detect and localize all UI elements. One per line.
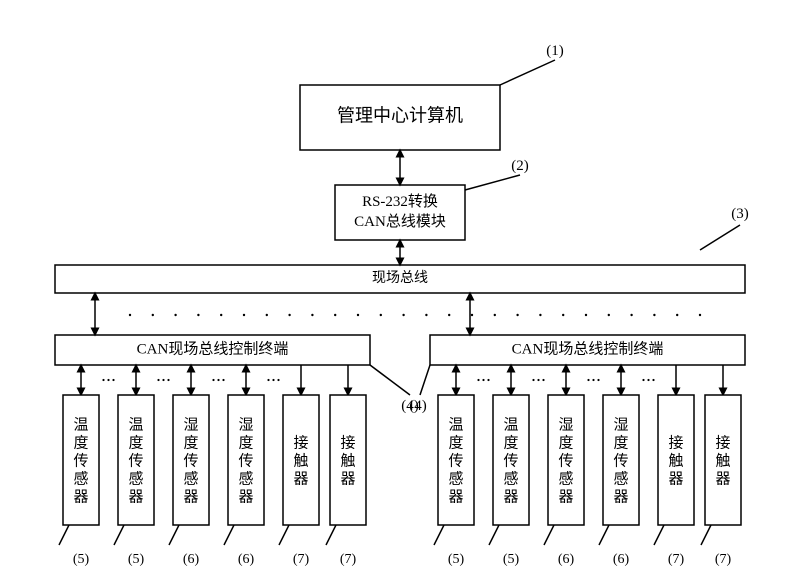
svg-text:感: 感 — [73, 470, 88, 487]
svg-text:温: 温 — [73, 416, 88, 433]
svg-text:感: 感 — [238, 470, 253, 487]
svg-text:(2): (2) — [511, 158, 529, 174]
svg-text:(5): (5) — [448, 552, 465, 567]
svg-text:感: 感 — [558, 470, 573, 487]
svg-text:器: 器 — [668, 471, 683, 487]
svg-text:度: 度 — [558, 434, 573, 451]
svg-text:RS-232转换: RS-232转换 — [362, 193, 438, 210]
svg-text:触: 触 — [340, 452, 355, 469]
svg-text:器: 器 — [340, 471, 355, 487]
svg-text:现场总线: 现场总线 — [372, 270, 428, 286]
svg-text:湿: 湿 — [238, 416, 253, 433]
svg-text:器: 器 — [183, 489, 198, 505]
svg-text:接: 接 — [668, 434, 683, 451]
svg-text:度: 度 — [128, 434, 143, 451]
svg-text:温: 温 — [128, 416, 143, 433]
svg-text:器: 器 — [293, 471, 308, 487]
svg-text:(3): (3) — [731, 206, 749, 222]
svg-text:(7): (7) — [340, 552, 357, 567]
svg-text:传: 传 — [238, 452, 253, 469]
svg-text:(6): (6) — [613, 552, 630, 567]
svg-text:触: 触 — [293, 452, 308, 469]
svg-text:(7): (7) — [293, 552, 310, 567]
svg-text:传: 传 — [613, 452, 628, 469]
svg-text:CAN现场总线控制终端: CAN现场总线控制终端 — [512, 340, 664, 357]
svg-text:(6): (6) — [183, 552, 200, 567]
svg-text:器: 器 — [238, 489, 253, 505]
svg-text:CAN总线模块: CAN总线模块 — [354, 213, 446, 230]
svg-text:接: 接 — [715, 434, 730, 451]
svg-text:感: 感 — [448, 470, 463, 487]
svg-text:器: 器 — [128, 489, 143, 505]
svg-text:感: 感 — [503, 470, 518, 487]
svg-text:接: 接 — [340, 434, 355, 451]
svg-text:器: 器 — [715, 471, 730, 487]
svg-text:器: 器 — [73, 489, 88, 505]
svg-text:(5): (5) — [128, 552, 145, 567]
svg-text:接: 接 — [293, 434, 308, 451]
svg-text:器: 器 — [613, 489, 628, 505]
svg-text:传: 传 — [558, 452, 573, 469]
svg-text:感: 感 — [128, 470, 143, 487]
svg-text:传: 传 — [128, 452, 143, 469]
svg-text:温: 温 — [448, 416, 463, 433]
svg-text:(6): (6) — [558, 552, 575, 567]
svg-text:(1): (1) — [546, 43, 564, 59]
svg-text:器: 器 — [448, 489, 463, 505]
svg-text:(5): (5) — [73, 552, 90, 567]
svg-text:感: 感 — [613, 470, 628, 487]
svg-text:(6): (6) — [238, 552, 255, 567]
svg-text:度: 度 — [73, 434, 88, 451]
svg-text:度: 度 — [238, 434, 253, 451]
svg-text:触: 触 — [668, 452, 683, 469]
svg-text:(7): (7) — [715, 552, 732, 567]
svg-text:触: 触 — [715, 452, 730, 469]
svg-text:湿: 湿 — [613, 416, 628, 433]
svg-text:度: 度 — [448, 434, 463, 451]
svg-text:感: 感 — [183, 470, 198, 487]
svg-text:(7): (7) — [668, 552, 685, 567]
svg-text:传: 传 — [448, 452, 463, 469]
svg-text:传: 传 — [183, 452, 198, 469]
svg-text:CAN现场总线控制终端: CAN现场总线控制终端 — [137, 340, 289, 357]
svg-text:器: 器 — [503, 489, 518, 505]
svg-text:度: 度 — [613, 434, 628, 451]
svg-text:传: 传 — [503, 452, 518, 469]
svg-text:度: 度 — [503, 434, 518, 451]
svg-text:温: 温 — [503, 416, 518, 433]
svg-text:传: 传 — [73, 452, 88, 469]
svg-text:度: 度 — [183, 434, 198, 451]
svg-text:管理中心计算机: 管理中心计算机 — [337, 106, 463, 126]
svg-text:(4): (4) — [409, 398, 427, 414]
svg-text:湿: 湿 — [558, 416, 573, 433]
svg-text:(5): (5) — [503, 552, 520, 567]
svg-text:湿: 湿 — [183, 416, 198, 433]
svg-text:器: 器 — [558, 489, 573, 505]
